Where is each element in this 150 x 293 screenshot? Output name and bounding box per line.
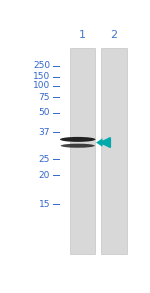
Text: 75: 75 <box>39 93 50 102</box>
Bar <box>70 47 95 254</box>
Ellipse shape <box>60 137 96 142</box>
Text: 150: 150 <box>33 72 50 81</box>
Ellipse shape <box>61 144 95 148</box>
Text: 250: 250 <box>33 61 50 70</box>
Text: 15: 15 <box>39 200 50 209</box>
Text: 50: 50 <box>39 108 50 117</box>
Text: 20: 20 <box>39 171 50 180</box>
Text: 2: 2 <box>111 30 118 40</box>
Text: 25: 25 <box>39 155 50 164</box>
Text: 1: 1 <box>79 30 86 40</box>
Text: 100: 100 <box>33 81 50 91</box>
FancyArrow shape <box>96 138 106 147</box>
Bar <box>101 47 127 254</box>
Text: 37: 37 <box>39 128 50 137</box>
